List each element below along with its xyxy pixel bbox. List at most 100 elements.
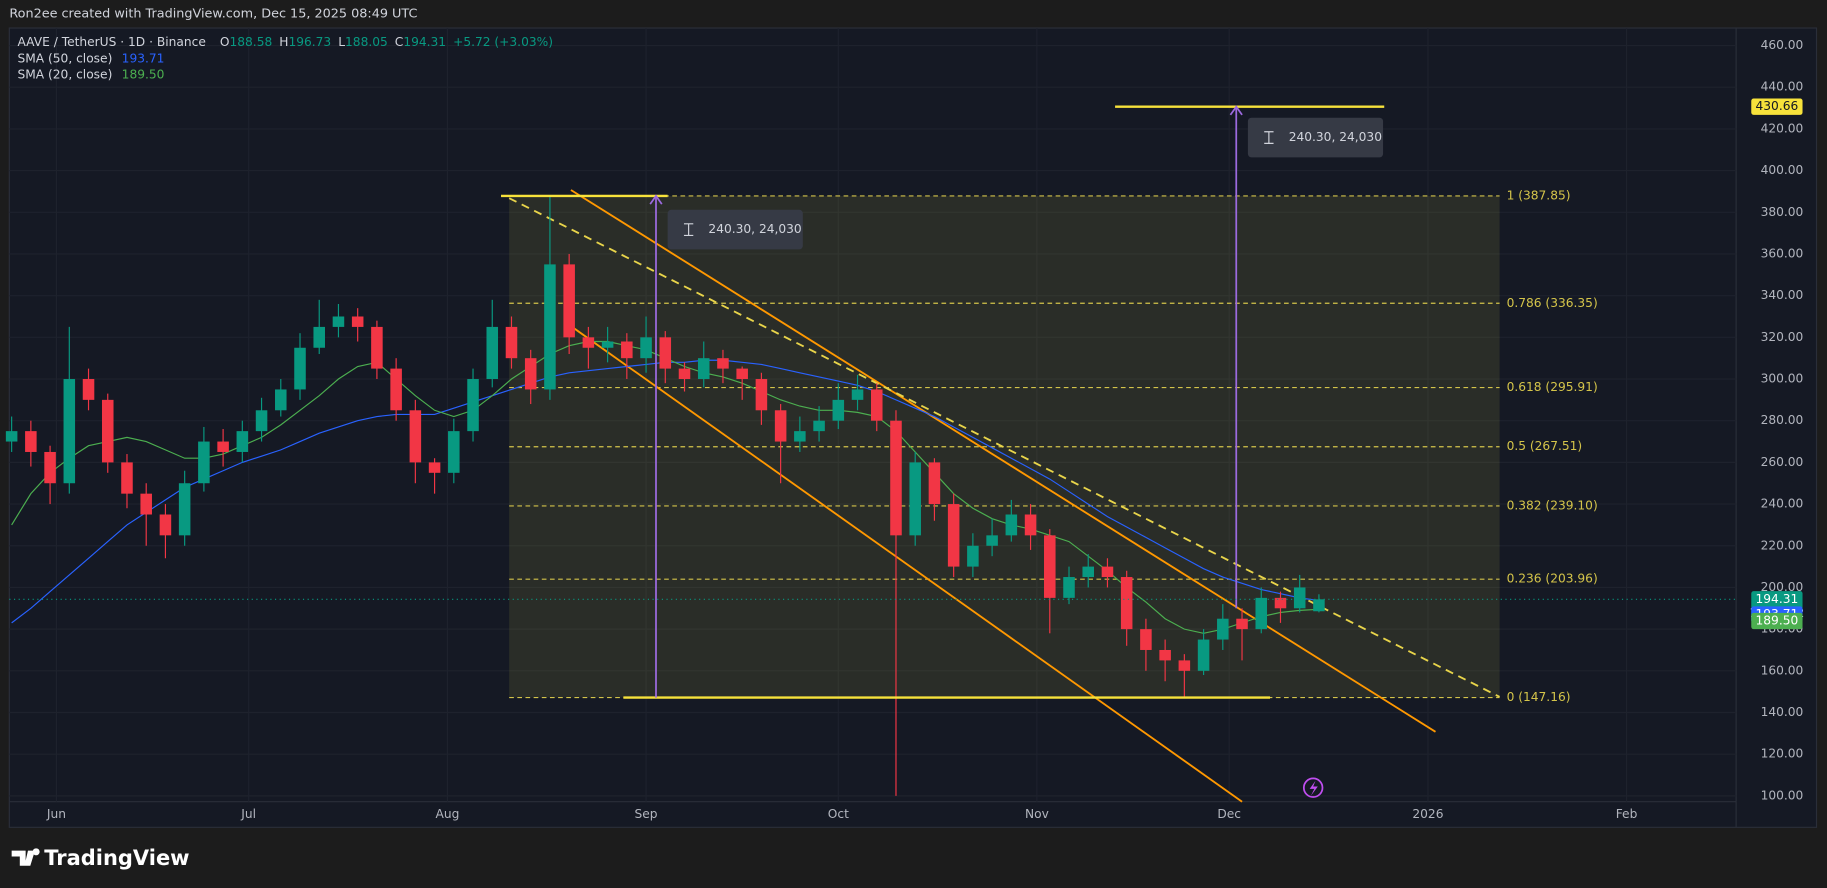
- measure-icon: [683, 223, 694, 237]
- candle-body: [851, 389, 864, 400]
- y-tick-label: 460.00: [1761, 38, 1804, 52]
- y-tick-label: 220.00: [1761, 538, 1804, 552]
- x-tick-label: Sep: [635, 807, 658, 821]
- measure-icon: [1264, 131, 1274, 144]
- candle-body: [371, 326, 383, 369]
- candle-body: [736, 368, 748, 380]
- candle-body: [1101, 566, 1114, 578]
- candle-body: [1005, 514, 1018, 536]
- y-tick-label: 280.00: [1761, 413, 1804, 427]
- y-tick-label: 300.00: [1761, 372, 1804, 386]
- brand: TradingView: [44, 846, 189, 870]
- candle-body: [1274, 597, 1287, 609]
- candle-body: [255, 410, 268, 432]
- candle-body: [697, 358, 710, 380]
- candle-body: [1063, 577, 1075, 598]
- candle-body: [351, 316, 364, 327]
- fib-label: 0.618 (295.91): [1507, 380, 1598, 394]
- candle-body: [640, 337, 652, 359]
- fib-label: 0.382 (239.10): [1507, 498, 1598, 512]
- fib-label: 0.786 (336.35): [1507, 296, 1598, 310]
- candle-body: [313, 326, 325, 348]
- indicator-name: SMA (50, close): [17, 51, 112, 65]
- candle-body: [563, 264, 575, 338]
- readout-key: H: [279, 35, 288, 49]
- trend-dashed: [508, 197, 1501, 698]
- arrow-head: [649, 194, 663, 205]
- candle-body: [198, 441, 210, 484]
- y-tick-label: 200.00: [1761, 580, 1804, 594]
- candle-body: [44, 451, 56, 484]
- readout-value: 188.05: [345, 35, 388, 49]
- measure-box: [667, 209, 803, 250]
- indicator-name: SMA (20, close): [17, 67, 112, 81]
- x-tick-label: Dec: [1217, 807, 1241, 821]
- candle-body: [755, 379, 768, 411]
- fib-label: 0.5 (267.51): [1507, 439, 1583, 453]
- candle-body: [794, 431, 806, 442]
- y-tick-label: 440.00: [1761, 80, 1804, 94]
- candle-body: [409, 410, 422, 463]
- candle-body: [1178, 660, 1191, 671]
- y-tick-label: 360.00: [1761, 246, 1804, 260]
- indicator-legend: SMA (20, close) 189.50: [17, 67, 164, 81]
- readout-value: 196.73: [288, 35, 331, 49]
- candle-body: [82, 379, 95, 400]
- candle-body: [870, 389, 883, 421]
- candle-body: [1140, 629, 1152, 650]
- candle-body: [1044, 535, 1056, 598]
- channel-lower: [565, 322, 1243, 803]
- candle-body: [1024, 514, 1037, 536]
- indicator-legend: SMA (50, close) 193.71: [17, 51, 164, 65]
- y-tick-label: 140.00: [1761, 705, 1804, 719]
- candle-body: [928, 462, 941, 505]
- candle-body: [390, 368, 402, 411]
- candle-body: [774, 410, 787, 442]
- symbol: AAVE / TetherUS · 1D · Binance: [17, 35, 205, 49]
- candle-body: [1082, 566, 1094, 578]
- plot: 100.00120.00140.00160.00180.00200.00220.…: [5, 28, 1804, 821]
- fib-label: 0.236 (203.96): [1507, 572, 1598, 586]
- x-tick-label: 2026: [1412, 807, 1443, 821]
- candle-body: [967, 545, 979, 567]
- footer-logo: TradingView: [11, 846, 190, 870]
- candle-body: [544, 264, 556, 390]
- x-tick-label: Feb: [1616, 807, 1638, 821]
- candle-body: [121, 462, 133, 494]
- candle-body: [717, 358, 729, 369]
- symbol-legend: AAVE / TetherUS · 1D · Binance O188.58 H19…: [17, 35, 553, 49]
- candle-body: [332, 316, 345, 327]
- candle-body: [601, 341, 614, 348]
- candle-body: [1236, 618, 1248, 630]
- x-tick-label: Jun: [46, 807, 66, 821]
- indicator-value: 193.71: [122, 51, 165, 65]
- fib-label: 1 (387.85): [1507, 188, 1571, 202]
- candle-body: [275, 389, 287, 411]
- channel-upper: [570, 189, 1436, 733]
- y-tick-label: 240.00: [1761, 497, 1804, 511]
- candle-body: [178, 483, 191, 536]
- candle-body: [947, 504, 960, 567]
- candle-body: [621, 341, 633, 359]
- y-tick-label: 100.00: [1761, 788, 1804, 802]
- readout-value: 188.58: [229, 35, 272, 49]
- measure-label: 240.30, 24,030: [1289, 130, 1382, 144]
- candle-body: [63, 379, 76, 484]
- price-tag-label: 194.31: [1756, 592, 1799, 606]
- candle-body: [159, 514, 172, 536]
- measure-box: [1247, 117, 1384, 158]
- y-tick-label: 260.00: [1761, 455, 1804, 469]
- fib-label: 0 (147.16): [1507, 690, 1571, 704]
- candle-body: [486, 326, 499, 380]
- candle-body: [832, 399, 845, 421]
- candle-body: [582, 337, 595, 348]
- readout-key: L: [338, 35, 345, 49]
- candle-body: [1255, 597, 1268, 630]
- candle-body: [101, 399, 114, 463]
- readout-key: O: [220, 35, 230, 49]
- measure-label: 240.30, 24,030: [708, 222, 801, 236]
- candle-body: [678, 368, 691, 380]
- sma-tag: [1751, 612, 1803, 630]
